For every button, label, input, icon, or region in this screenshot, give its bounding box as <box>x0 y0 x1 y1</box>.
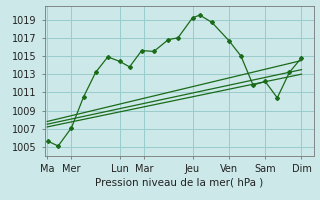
X-axis label: Pression niveau de la mer( hPa ): Pression niveau de la mer( hPa ) <box>95 177 263 187</box>
